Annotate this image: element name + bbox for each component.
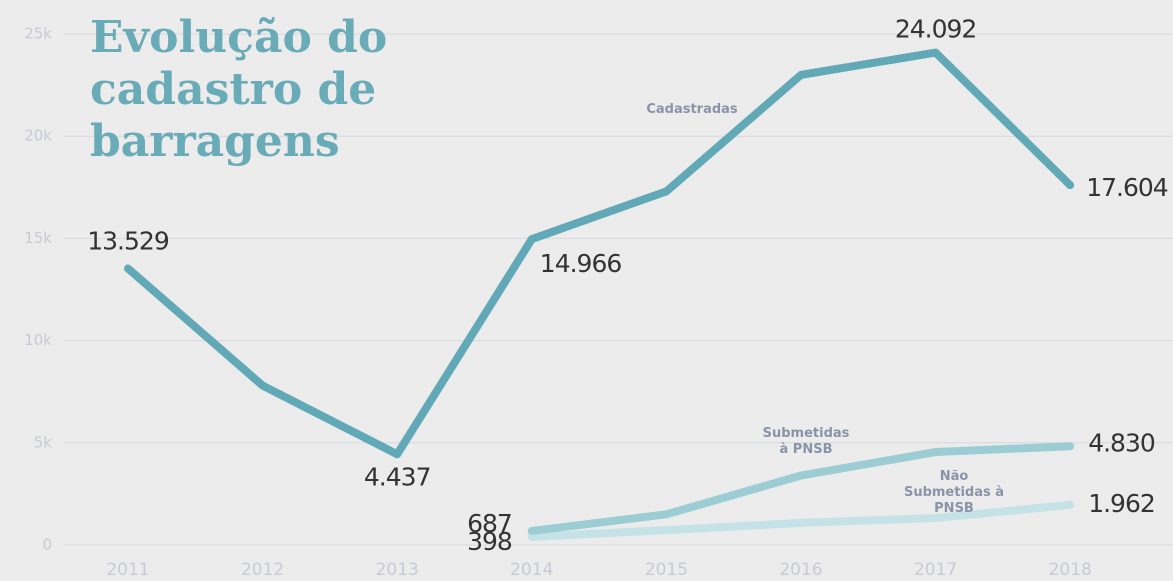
x-tick-label: 2015 (645, 560, 688, 580)
x-tick-label: 2017 (914, 560, 957, 580)
value-label: 13.529 (87, 226, 169, 255)
y-tick-label: 5k (34, 433, 53, 451)
x-tick-label: 2014 (510, 560, 553, 580)
value-label: 24.092 (895, 15, 976, 44)
value-label: 1.962 (1088, 489, 1155, 518)
chart-title: Evolução do cadastro de barragens (90, 12, 388, 167)
value-label: 14.966 (540, 249, 622, 278)
series-label: Submetidas à PNSB (762, 426, 850, 457)
series-line (527, 500, 1075, 541)
y-tick-label: 0 (42, 536, 52, 554)
y-tick-label: 25k (24, 25, 52, 43)
series-label: Cadastradas (646, 102, 738, 117)
y-tick-label: 10k (24, 331, 52, 349)
series-label: Não Submetidas à PNSB (903, 469, 1005, 516)
x-tick-label: 2018 (1049, 560, 1092, 580)
x-tick-label: 2013 (376, 560, 419, 580)
value-label: 687 (467, 509, 512, 538)
value-label: 4.830 (1088, 428, 1155, 457)
value-label: 17.604 (1086, 173, 1168, 202)
value-label: 4.437 (364, 462, 431, 491)
x-tick-label: 2016 (779, 560, 822, 580)
series-line (527, 442, 1075, 535)
series-line (124, 48, 1075, 459)
x-tick-label: 2011 (106, 560, 149, 580)
y-tick-label: 20k (24, 127, 52, 145)
x-tick-label: 2012 (241, 560, 284, 580)
y-tick-label: 15k (24, 229, 52, 247)
value-label: 398 (467, 527, 512, 556)
